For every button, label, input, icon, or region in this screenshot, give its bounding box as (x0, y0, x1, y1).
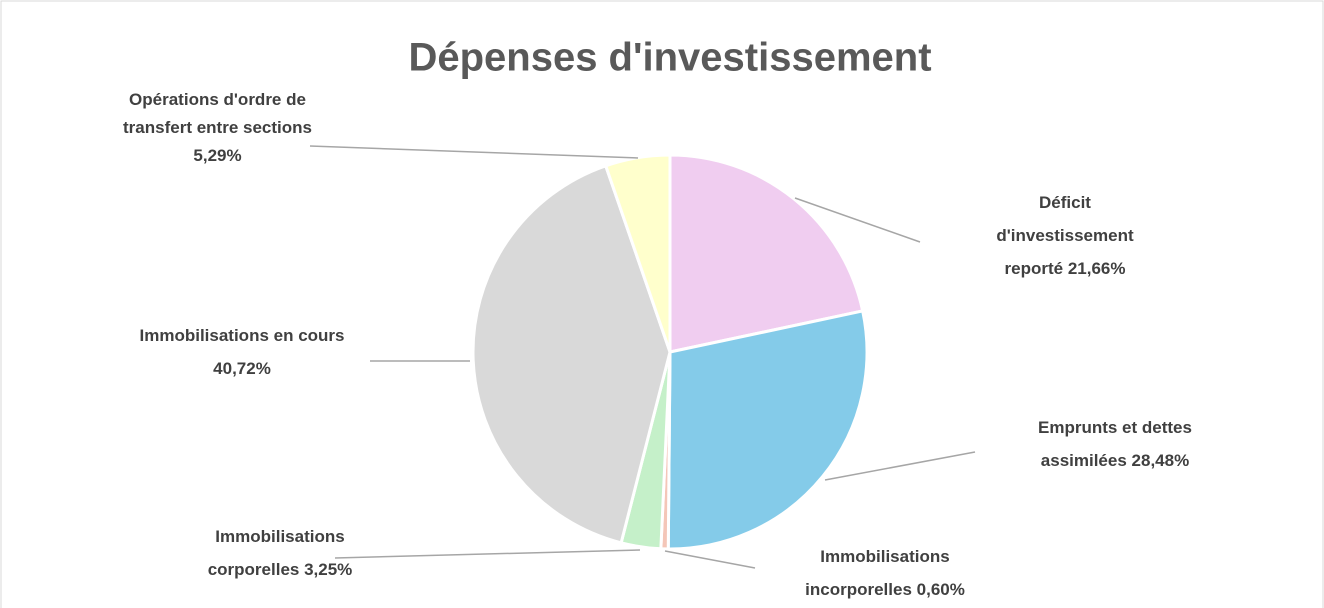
leader-line (664, 550, 756, 569)
category-label: Immobilisations en cours (139, 326, 345, 345)
value-label: 0,60% (916, 580, 965, 599)
category-label: Emprunts et dettes assimilées (1038, 418, 1192, 470)
chart-title: Dépenses d'investissement (408, 36, 931, 80)
leader-line (309, 145, 639, 159)
data-label: Immobilisations corporelles 3,25% (190, 520, 370, 586)
leader-line (334, 549, 641, 559)
leader-line (794, 197, 921, 243)
category-label: Déficit d'investissement reporté (996, 193, 1134, 278)
pie-slice (666, 309, 869, 551)
pie-slice (668, 153, 865, 354)
data-label: Emprunts et dettes assimilées 28,48% (1020, 411, 1210, 477)
data-label: Déficit d'investissement reporté 21,66% (985, 186, 1145, 285)
category-label: Immobilisations incorporelles (805, 547, 950, 599)
leader-line (824, 451, 976, 481)
value-label: 5,29% (193, 146, 242, 165)
value-label: 28,48% (1131, 451, 1190, 470)
value-label: 3,25% (304, 560, 353, 579)
data-label: Opérations d'ordre de transfert entre se… (100, 86, 335, 170)
data-label: Immobilisations en cours 40,72% (112, 319, 372, 385)
category-label: Immobilisations corporelles (207, 527, 345, 579)
pie-slice (471, 163, 672, 545)
value-label: 21,66% (1067, 259, 1126, 278)
value-label: 40,72% (213, 359, 271, 378)
data-label: Immobilisations incorporelles 0,60% (790, 540, 980, 606)
category-label: Opérations d'ordre de transfert entre se… (123, 90, 312, 137)
